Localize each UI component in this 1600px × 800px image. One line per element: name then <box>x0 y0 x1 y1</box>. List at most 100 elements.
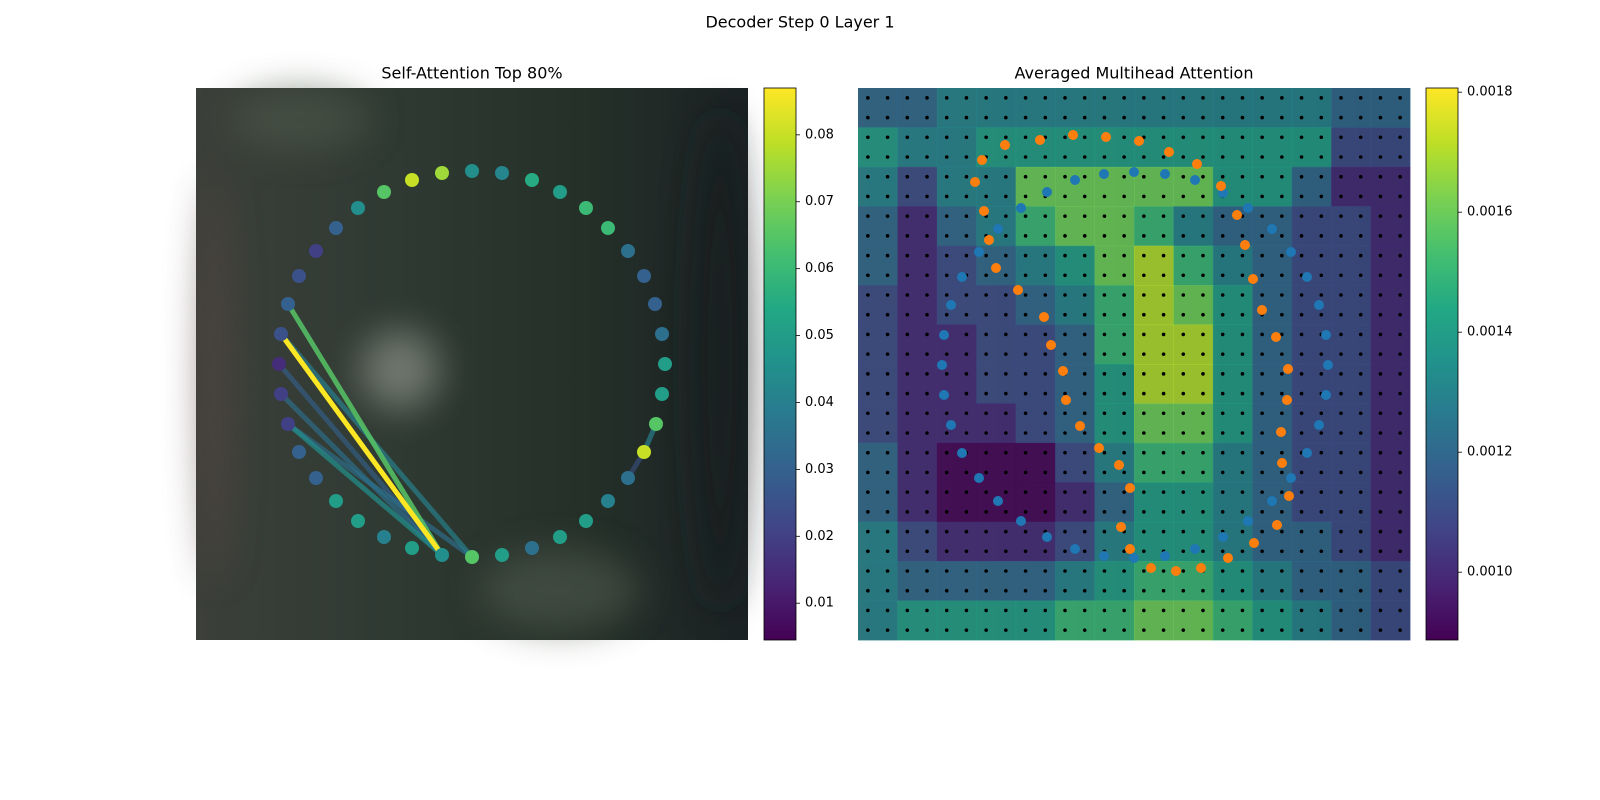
grid-dot <box>1023 411 1028 416</box>
heat-cell <box>897 364 938 404</box>
grid-dot <box>905 549 910 554</box>
grid-dot <box>1102 115 1107 120</box>
grid-dot <box>1339 431 1343 435</box>
grid-dot <box>1339 332 1343 337</box>
grid-dot <box>1378 332 1383 337</box>
grid-dot <box>964 253 969 258</box>
grid-dot <box>1299 352 1304 356</box>
grid-dot <box>1082 569 1087 573</box>
grid-dot <box>1280 174 1284 179</box>
grid-dot <box>1299 391 1304 396</box>
grid-dot <box>1082 490 1087 494</box>
grid-dot <box>1181 312 1186 317</box>
colorbar-tick-label: 0.07 <box>805 194 834 209</box>
grid-dot <box>944 450 949 455</box>
point <box>1013 285 1023 295</box>
grid-dot <box>1358 569 1363 573</box>
grid-dot <box>1260 431 1264 435</box>
grid-dot <box>1260 450 1264 455</box>
grid-dot <box>964 490 969 494</box>
point <box>1321 330 1331 340</box>
grid-dot <box>1358 155 1363 159</box>
heat-cell <box>1015 206 1056 247</box>
heat-cell <box>1055 600 1096 641</box>
grid-dot <box>866 293 870 297</box>
heat-cell <box>1370 442 1411 483</box>
grid-dot <box>1063 214 1067 218</box>
grid-dot <box>1004 234 1008 238</box>
point <box>1016 203 1026 213</box>
grid-dot <box>1063 234 1067 238</box>
point <box>655 327 669 341</box>
grid-dot <box>1043 214 1048 218</box>
grid-dot <box>1398 372 1402 376</box>
grid-dot <box>944 510 949 514</box>
grid-dot <box>944 214 949 218</box>
figure-title: Decoder Step 0 Layer 1 <box>705 13 894 32</box>
grid-dot <box>905 588 910 593</box>
grid-dot <box>1043 174 1048 179</box>
grid-dot <box>984 470 988 475</box>
point <box>281 417 295 431</box>
grid-dot <box>1122 588 1126 593</box>
grid-dot <box>1023 312 1028 317</box>
grid-dot <box>1004 450 1008 455</box>
grid-dot <box>1023 194 1028 199</box>
grid-dot <box>925 588 929 593</box>
grid-dot <box>1082 431 1087 435</box>
grid-dot <box>1201 135 1205 140</box>
colorbar-tick-label: 0.04 <box>805 395 834 410</box>
grid-dot <box>964 608 969 613</box>
grid-dot <box>1102 569 1107 573</box>
grid-dot <box>1122 411 1126 416</box>
grid-dot <box>1142 490 1146 494</box>
heat-cell <box>1015 127 1056 168</box>
grid-dot <box>1220 608 1225 613</box>
grid-dot <box>1142 549 1146 554</box>
grid-dot <box>1142 411 1146 416</box>
grid-dot <box>1063 332 1067 337</box>
grid-dot <box>1220 470 1225 475</box>
grid-dot <box>885 608 890 613</box>
grid-dot <box>1260 273 1264 278</box>
grid-dot <box>1378 549 1383 554</box>
grid-dot <box>1339 194 1343 199</box>
grid-dot <box>1043 234 1048 238</box>
grid-dot <box>984 135 988 140</box>
grid-dot <box>944 431 949 435</box>
grid-dot <box>1122 155 1126 159</box>
grid-dot <box>1023 214 1028 218</box>
grid-dot <box>964 391 969 396</box>
grid-dot <box>1023 96 1028 100</box>
grid-dot <box>1319 490 1324 494</box>
grid-dot <box>1339 450 1343 455</box>
heat-cell <box>976 600 1017 641</box>
grid-dot <box>885 253 890 258</box>
grid-dot <box>1260 253 1264 258</box>
heat-cell <box>858 482 898 523</box>
grid-dot <box>944 628 949 632</box>
grid-dot <box>925 470 929 475</box>
grid-dot <box>885 431 890 435</box>
grid-dot <box>1240 588 1245 593</box>
grid-dot <box>1043 391 1048 396</box>
grid-dot <box>1023 234 1028 238</box>
heat-cell <box>1331 245 1372 286</box>
grid-dot <box>1004 588 1008 593</box>
grid-dot <box>1043 293 1048 297</box>
grid-dot <box>1102 608 1107 613</box>
grid-dot <box>1260 174 1264 179</box>
grid-dot <box>905 155 910 159</box>
heat-cell <box>1291 561 1332 602</box>
heat-cell <box>897 88 938 128</box>
grid-dot <box>1358 234 1363 238</box>
grid-dot <box>984 569 988 573</box>
grid-dot <box>1004 332 1008 337</box>
heat-cell <box>1252 166 1293 207</box>
grid-dot <box>866 549 870 554</box>
grid-dot <box>1004 431 1008 435</box>
grid-dot <box>1043 431 1048 435</box>
grid-dot <box>1378 115 1383 120</box>
heat-cell <box>1331 482 1372 523</box>
heat-cell <box>1331 561 1372 602</box>
